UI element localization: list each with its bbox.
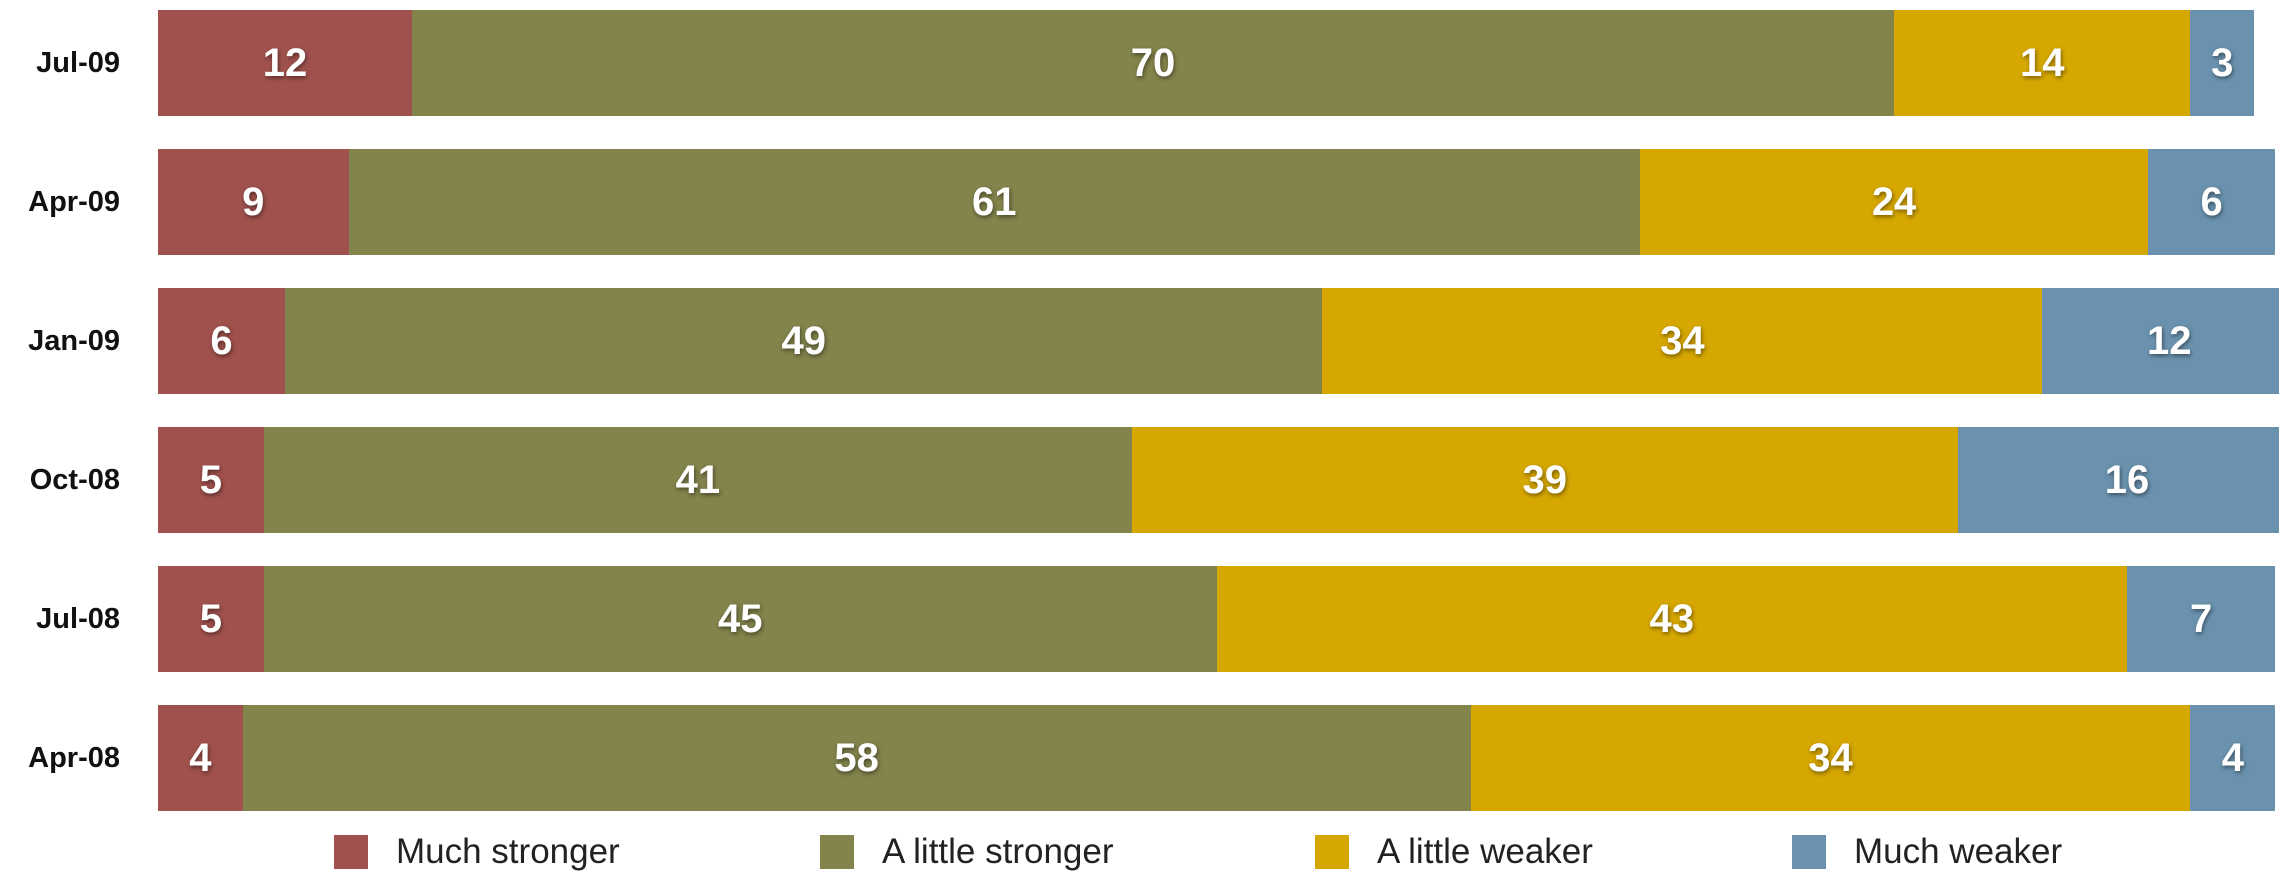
data-label: 4: [2221, 735, 2244, 780]
data-label: 34: [1808, 735, 1853, 780]
bar-segment: 39: [1131, 427, 1958, 533]
data-label: 6: [2200, 179, 2223, 224]
data-label: 12: [262, 40, 308, 85]
bar-segment: 3: [2190, 10, 2254, 116]
data-label: 5: [199, 596, 223, 641]
legend-label: Much weaker: [1854, 832, 2063, 871]
data-label: 41: [675, 457, 721, 502]
legend-item: Much weaker: [1792, 832, 2063, 871]
row-label: Apr-09: [28, 186, 120, 218]
bar-segment: 7: [2126, 566, 2276, 672]
bar-segment: 12: [2042, 288, 2279, 394]
data-label: 16: [2104, 457, 2150, 502]
data-label: 70: [1130, 40, 1176, 85]
bar-segment: 61: [348, 149, 1640, 255]
data-label: 39: [1522, 457, 1567, 502]
legend: Much stronger A little stronger A little w…: [0, 826, 2279, 872]
data-label: 6: [210, 318, 233, 363]
data-label: 61: [972, 179, 1017, 224]
data-label: 43: [1649, 596, 1695, 641]
data-label: 3: [2211, 40, 2234, 85]
bar-segment: 34: [1470, 705, 2191, 811]
bar-segment: 41: [263, 427, 1132, 533]
bar-segment: 70: [412, 10, 1895, 116]
data-label: 58: [834, 735, 879, 780]
bar-segment: 4: [2190, 705, 2276, 811]
bar-segment: 6: [158, 288, 286, 394]
row-label: Oct-08: [29, 464, 120, 496]
bar-segment: 5: [158, 427, 264, 533]
row-label: Jul-09: [36, 47, 120, 79]
row-label: Jan-09: [28, 325, 120, 357]
data-label: 9: [242, 179, 265, 224]
legend-item: Much stronger: [334, 832, 620, 871]
bar-segment: 6: [2148, 149, 2276, 255]
legend-label: Much stronger: [396, 832, 620, 871]
bar-segment: 4: [158, 705, 243, 811]
bar-segment: 16: [1957, 427, 2279, 533]
legend-swatch: [334, 835, 368, 869]
legend-item: A little stronger: [820, 832, 1114, 871]
bar-segment: 34: [1322, 288, 2043, 394]
bar-segment: 12: [158, 10, 413, 116]
bar-segment: 24: [1640, 149, 2149, 255]
data-label: 12: [2147, 318, 2192, 363]
data-label: 4: [189, 735, 212, 780]
legend-swatch: [820, 835, 854, 869]
bar-segment: 58: [242, 705, 1471, 811]
row-label: Jul-08: [36, 603, 120, 635]
legend-label: A little weaker: [1377, 832, 1593, 871]
data-label: 45: [717, 596, 763, 641]
data-label: 49: [781, 318, 826, 363]
row-label: Apr-08: [28, 742, 120, 774]
data-label: 34: [1660, 318, 1705, 363]
legend-swatch: [1792, 835, 1826, 869]
data-label: 14: [2020, 40, 2065, 85]
bar-segment: 49: [285, 288, 1323, 394]
bar-segment: 9: [158, 149, 349, 255]
bar-segment: 5: [158, 566, 264, 672]
legend-item: A little weaker: [1315, 832, 1593, 871]
data-label: 7: [2189, 596, 2213, 641]
bar-segment: 14: [1894, 10, 2191, 116]
data-label: 5: [199, 457, 223, 502]
bar-segment: 45: [263, 566, 1217, 672]
legend-swatch: [1315, 835, 1349, 869]
bar-segment: 43: [1216, 566, 2127, 672]
legend-label: A little stronger: [882, 832, 1114, 871]
data-label: 24: [1871, 179, 1917, 224]
